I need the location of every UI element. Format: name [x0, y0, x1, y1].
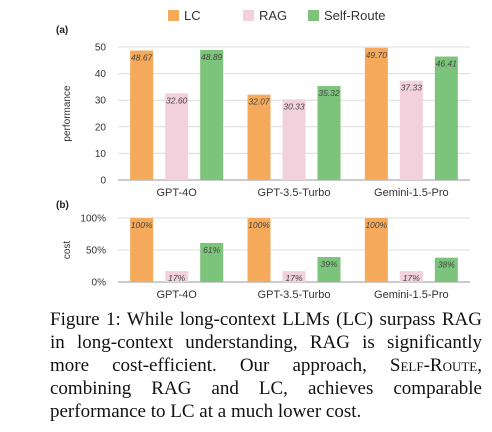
caption-method-name: Self-Route	[389, 355, 478, 376]
y-tick-label-0-5: 50	[95, 43, 107, 54]
category-label-0-0: GPT-4O	[156, 187, 197, 199]
bar-1-0-0	[130, 218, 154, 282]
data-label-0-1-1: 30.33	[283, 101, 305, 111]
data-label-0-2-0: 49.70	[366, 50, 388, 60]
category-label-0-1: GPT-3.5-Turbo	[258, 187, 331, 199]
data-label-1-0-1: 17%	[168, 273, 185, 283]
data-label-1-2-2: 38%	[438, 260, 455, 270]
panel-label-0: (a)	[56, 25, 68, 36]
y-tick-label-0-0: 0	[100, 176, 106, 187]
bar-1-2-2	[434, 257, 458, 282]
data-label-1-1-1: 17%	[285, 273, 302, 283]
y-axis-title-0: performance	[62, 85, 73, 142]
bar-1-0-1	[165, 271, 189, 282]
y-tick-label-0-4: 40	[95, 69, 107, 80]
caption-suffix: , combining RAG and LC, achieves compara…	[50, 355, 482, 422]
legend-label-2: Self-Route	[324, 8, 385, 23]
category-label-1-0: GPT-4O	[156, 289, 197, 300]
data-label-1-0-0: 100%	[131, 220, 153, 230]
data-label-0-2-1: 37.33	[401, 83, 423, 93]
bar-0-0-0	[130, 50, 154, 181]
figure-chart: LC RAG Self-Route (a) 0 10 20 30 40 50 performance…	[56, 8, 470, 300]
figure-caption: Figure 1: While long-context LLMs (LC) s…	[50, 308, 482, 423]
bar-1-1-2	[317, 257, 341, 282]
y-tick-label-0-2: 20	[95, 122, 107, 133]
category-label-1-1: GPT-3.5-Turbo	[258, 289, 331, 300]
y-tick-label-1-2: 100%	[80, 214, 106, 225]
bar-0-1-1	[282, 99, 306, 180]
data-label-1-0-2: 61%	[203, 245, 220, 255]
bar-1-2-0	[364, 218, 388, 282]
bar-0-1-2	[317, 86, 341, 180]
panel-label-1: (b)	[56, 200, 69, 211]
bar-0-0-1	[165, 93, 189, 180]
category-label-0-2: Gemini-1.5-Pro	[374, 187, 449, 199]
bar-0-0-2	[200, 49, 224, 180]
y-tick-label-1-1: 50%	[86, 246, 106, 257]
bar-0-2-1	[399, 80, 423, 180]
y-tick-label-0-3: 30	[95, 96, 107, 107]
data-label-1-1-2: 39%	[320, 259, 337, 269]
legend-swatch-2	[308, 10, 319, 21]
data-label-0-1-2: 35.32	[318, 88, 340, 98]
data-label-1-1-0: 100%	[248, 220, 270, 230]
data-label-0-0-1: 32.60	[166, 95, 188, 105]
y-axis-title-1: cost	[62, 241, 73, 260]
bar-0-1-0	[247, 94, 271, 180]
data-label-0-1-0: 32.07	[248, 97, 270, 107]
bar-1-0-2	[200, 242, 224, 282]
data-label-0-0-2: 48.89	[201, 52, 223, 62]
y-tick-label-0-1: 10	[95, 149, 107, 160]
legend-label-0: LC	[184, 8, 201, 23]
caption-prefix: Figure 1: While long-context LLMs (LC) s…	[50, 309, 482, 376]
legend-swatch-1	[243, 10, 254, 21]
data-label-0-0-0: 48.67	[131, 53, 153, 63]
data-label-0-2-2: 46.41	[436, 59, 458, 69]
legend-label-1: RAG	[259, 8, 287, 23]
legend-swatch-0	[168, 10, 179, 21]
bar-0-2-0	[364, 47, 388, 180]
bar-0-2-2	[434, 56, 458, 180]
bar-1-2-1	[399, 271, 423, 282]
y-tick-label-1-0: 0%	[92, 278, 107, 289]
bar-1-1-0	[247, 218, 271, 282]
data-label-1-2-1: 17%	[403, 273, 420, 283]
category-label-1-2: Gemini-1.5-Pro	[374, 289, 449, 300]
bar-1-1-1	[282, 271, 306, 282]
data-label-1-2-0: 100%	[365, 220, 387, 230]
